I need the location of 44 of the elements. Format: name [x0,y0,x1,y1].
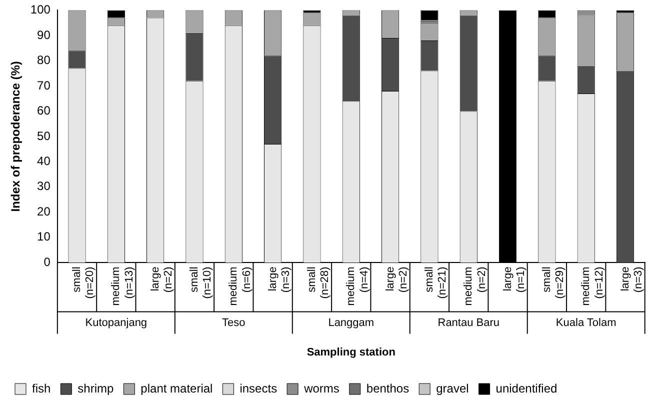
x-tick-label: small (n=10) [188,266,214,299]
y-tick-label: 90 [37,28,51,42]
y-tick-label: 80 [37,53,51,68]
text: Langgam [328,316,374,329]
x-tick-label: medium (n=6) [228,266,253,306]
text: Teso [222,316,246,329]
x-tick-label: medium (n=2) [462,266,488,306]
x-tick-label: small (n=29) [540,266,566,299]
y-tick-label: 50 [37,128,51,143]
bar [303,10,321,13]
y-tick-label: 40 [37,154,51,168]
y-tick-label: 10 [37,230,51,244]
y-tick-label: 70 [37,78,51,92]
x-tick-label: large (n=2) [384,266,410,293]
y-tick-label: 30 [37,179,51,194]
legend-label: gravel [436,381,469,396]
legend-label: fish [32,381,51,396]
x-tick-label: large (n=1) [502,266,528,293]
x-tick-label: large (n=3) [619,266,644,293]
x-tick-label: small (n=21) [423,266,449,299]
text: Kuala Tolam [556,316,616,329]
x-tick-label: medium (n=4) [345,266,370,306]
legend-label: benthos [366,381,410,396]
x-tick-label: medium (n=12) [580,266,606,306]
legend-label: plant material [140,381,213,396]
bar [420,10,438,20]
y-axis-title: Index of prepoderance (%) [8,61,23,212]
text: Kutopanjang [85,316,148,329]
y-tick-label: 60 [37,104,51,118]
x-tick-label: large (n=2) [149,266,175,293]
bar [538,10,556,18]
legend-label: unidentified [496,381,558,396]
legend-label: worms [303,381,340,396]
x-tick-label: small (n=28) [306,266,332,299]
y-tick-label: 20 [37,204,51,218]
legend-label: insects [240,381,278,396]
x-tick-label: small (n=20) [71,266,96,299]
x-axis-title: Sampling station [306,346,396,358]
text: Rantau Baru [438,316,500,329]
x-tick-label: large (n=3) [266,266,292,293]
legend-label: shrimp [78,381,114,396]
x-tick-label: medium (n=13) [110,266,136,306]
y-tick-label: 0 [44,254,51,269]
y-tick-label: 100 [30,2,51,17]
